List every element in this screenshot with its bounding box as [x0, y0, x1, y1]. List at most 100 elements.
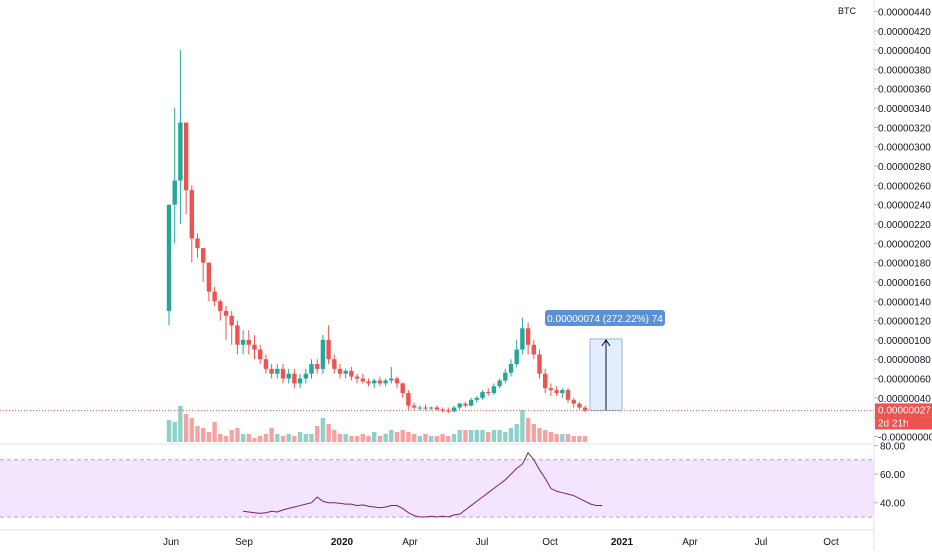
- candle: [309, 364, 314, 374]
- time-tick-label: 2020: [331, 537, 354, 548]
- volume-bar: [514, 424, 519, 442]
- candle: [366, 381, 371, 384]
- candle: [303, 373, 308, 379]
- volume-bar: [326, 424, 331, 442]
- candle: [400, 383, 405, 394]
- measure-arrow-head: [601, 339, 611, 347]
- volume-bar: [354, 436, 360, 442]
- time-tick-label: Sep: [235, 537, 253, 548]
- volume-bar: [417, 436, 422, 442]
- volume-bar: [240, 434, 246, 442]
- candle: [514, 349, 519, 365]
- price-tick-label: 0.00000220: [878, 220, 931, 231]
- volume-bar: [258, 436, 263, 442]
- candle: [389, 378, 394, 381]
- candle: [491, 386, 497, 394]
- current-price-badge: [875, 403, 932, 417]
- candle: [548, 388, 554, 391]
- price-tick-label: 0.00000120: [878, 317, 931, 328]
- candle: [411, 405, 417, 408]
- volume-bar: [229, 430, 234, 442]
- price-tick-label: 0.00000300: [878, 143, 931, 154]
- candle: [503, 372, 508, 381]
- volume-bar: [280, 436, 286, 442]
- candle: [332, 359, 337, 369]
- candle: [434, 407, 440, 410]
- time-tick-label: Apr: [402, 537, 418, 548]
- candle: [218, 301, 223, 311]
- currency-label: BTC: [838, 6, 857, 16]
- volume-bar: [275, 434, 280, 442]
- volume-bar: [360, 434, 365, 442]
- volume-bar: [195, 426, 200, 442]
- volume-bar: [434, 436, 440, 442]
- candle: [480, 392, 485, 398]
- candle: [543, 373, 548, 389]
- candle: [372, 380, 377, 384]
- volume-bar: [286, 434, 291, 442]
- volume-bar: [189, 418, 194, 442]
- candle: [337, 368, 343, 374]
- volume-bar: [206, 432, 212, 442]
- price-tick-label: 0.00000340: [878, 104, 931, 115]
- candle: [223, 310, 229, 316]
- countdown-badge: [875, 416, 932, 430]
- price-tick-label: 0.00000160: [878, 278, 931, 289]
- volume-bar: [531, 424, 536, 442]
- candle: [520, 328, 525, 350]
- candle: [354, 376, 360, 379]
- volume-bar: [389, 430, 394, 442]
- candle: [178, 122, 183, 181]
- candle: [189, 190, 194, 239]
- volume-bar: [332, 430, 337, 442]
- volume-bar: [423, 434, 428, 442]
- price-tick-label: 0.00000100: [878, 336, 931, 347]
- volume-bar: [292, 436, 297, 442]
- candle: [297, 378, 303, 384]
- price-tick-label: 0.00000280: [878, 162, 931, 173]
- price-tick-label: 0.00000080: [878, 355, 931, 366]
- price-tick-label: 0.00000440: [878, 7, 931, 18]
- volume-bar: [178, 406, 183, 442]
- volume-bar: [508, 428, 514, 442]
- candle: [417, 407, 422, 409]
- time-tick-label: Jun: [163, 537, 179, 548]
- volume-bar: [406, 432, 411, 442]
- measure-label: 0.00000074 (272.22%) 74: [547, 314, 663, 325]
- rsi-band: [0, 459, 874, 517]
- volume-bar: [457, 430, 462, 442]
- price-tick-label: 0.00000140: [878, 297, 931, 308]
- candle: [446, 410, 451, 412]
- volume-bar: [218, 434, 223, 442]
- volume-bar: [474, 430, 479, 442]
- measure-label-box: [545, 310, 665, 326]
- volume-bar: [172, 422, 177, 442]
- volume-bar: [377, 436, 383, 442]
- price-tick-label: 0.00000240: [878, 201, 931, 212]
- candle: [377, 380, 383, 384]
- price-tick-label: 0.00000360: [878, 85, 931, 96]
- candle: [474, 397, 479, 400]
- candle: [166, 204, 172, 311]
- time-tick-label: Jul: [755, 537, 768, 548]
- rsi-tick-label: 80.00: [880, 442, 905, 453]
- rsi-tick-label: 60.00: [880, 470, 905, 481]
- candle: [206, 262, 212, 292]
- candle: [252, 344, 257, 350]
- price-tick-label: 0.00000200: [878, 239, 931, 250]
- volume-bar: [320, 418, 326, 442]
- volume-bar: [537, 428, 542, 442]
- price-tick-label: 0.00000060: [878, 375, 931, 386]
- volume-bar: [235, 428, 240, 442]
- rsi-tick-label: 40.00: [880, 499, 905, 510]
- candle: [457, 403, 462, 408]
- candle: [326, 339, 331, 360]
- candle: [497, 380, 502, 387]
- candle: [292, 373, 297, 384]
- candle: [537, 354, 542, 374]
- volume-bar: [491, 430, 497, 442]
- time-tick-label: 2021: [611, 537, 634, 548]
- current-price-label: 0.00000027: [878, 405, 931, 416]
- candle: [463, 403, 468, 406]
